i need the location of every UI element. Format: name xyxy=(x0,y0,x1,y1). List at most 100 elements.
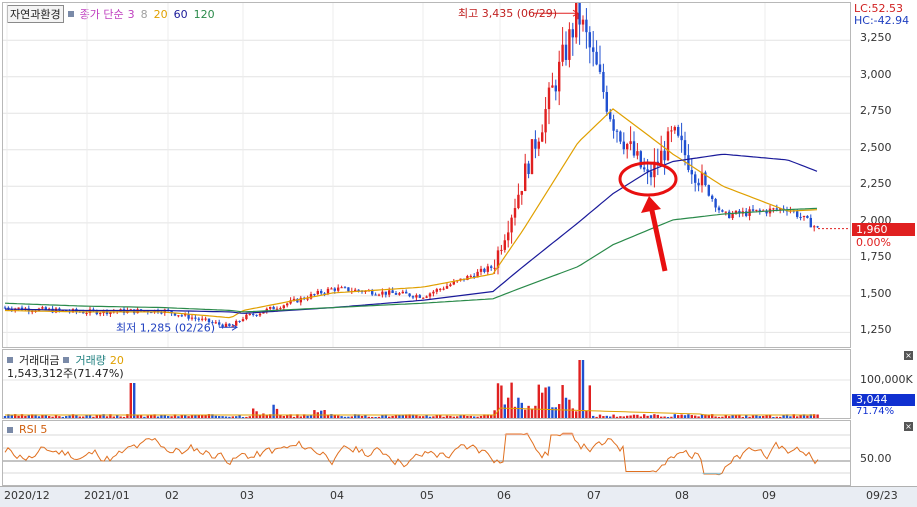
candle-body xyxy=(269,307,271,309)
candle-body xyxy=(701,172,703,185)
volume-bar xyxy=(480,416,482,418)
volume-bar xyxy=(473,416,475,418)
volume-bar xyxy=(660,417,662,418)
rsi-oversold-fill xyxy=(709,473,712,474)
candle-body xyxy=(565,45,567,60)
volume-bar xyxy=(24,416,26,418)
volume-bar xyxy=(527,406,529,418)
candle-body xyxy=(228,324,230,326)
candle-body xyxy=(402,292,404,293)
volume-panel[interactable]: 거래대금 거래량 20 1,543,312주(71.47%) xyxy=(2,349,851,419)
volume-bar xyxy=(119,416,121,418)
hc-label: HC:-42.94 xyxy=(854,14,909,27)
candle-body xyxy=(578,3,580,25)
x-axis-label: 09 xyxy=(762,489,776,502)
candle-body xyxy=(538,142,540,149)
candle-body xyxy=(432,292,434,294)
candle-body xyxy=(799,217,801,218)
rsi-overbought-fill xyxy=(565,433,568,435)
close-icon[interactable]: × xyxy=(904,351,913,360)
candle-body xyxy=(276,309,278,310)
volume-bar xyxy=(432,416,434,418)
volume-bar xyxy=(422,416,424,418)
volume-bar xyxy=(721,417,723,418)
price-tick: 1,500 xyxy=(860,287,892,300)
volume-bar xyxy=(796,416,798,418)
volume-bar xyxy=(670,417,672,418)
volume-bar xyxy=(177,416,179,418)
volume-bar xyxy=(242,417,244,418)
volume-bar xyxy=(636,415,638,418)
volume-bar xyxy=(75,415,77,418)
candle-body xyxy=(470,276,472,277)
candle-body xyxy=(344,287,346,288)
volume-bar xyxy=(133,383,135,418)
candle-body xyxy=(371,291,373,295)
candle-body xyxy=(544,109,546,132)
candle-body xyxy=(572,29,574,37)
volume-bar xyxy=(633,415,635,418)
volume-chart[interactable] xyxy=(3,350,850,418)
rsi-chart[interactable] xyxy=(3,421,850,485)
candle-body xyxy=(306,299,308,300)
price-tick: 2,500 xyxy=(860,141,892,154)
candle-body xyxy=(398,293,400,294)
candle-body xyxy=(623,142,625,150)
close-icon[interactable]: × xyxy=(904,422,913,431)
volume-bar xyxy=(150,415,152,418)
volume-bar xyxy=(687,414,689,418)
candle-body xyxy=(568,29,570,60)
volume-bar xyxy=(262,413,264,418)
candle-body xyxy=(340,287,342,288)
candle-body xyxy=(803,216,805,217)
volume-bar xyxy=(266,415,268,418)
volume-bar xyxy=(742,417,744,418)
volume-bar xyxy=(677,415,679,418)
volume-bar xyxy=(344,417,346,418)
volume-bar xyxy=(718,417,720,418)
candle-body xyxy=(772,208,774,209)
candle-body xyxy=(602,72,604,92)
volume-bar xyxy=(130,383,132,418)
candle-body xyxy=(425,297,427,298)
volume-bar xyxy=(160,415,162,418)
volume-bar xyxy=(517,398,519,418)
candle-body xyxy=(245,315,247,319)
candle-body xyxy=(487,266,489,272)
candle-body xyxy=(677,127,679,136)
volume-bar xyxy=(599,415,601,418)
x-axis-label: 06 xyxy=(497,489,511,502)
rsi-overbought-fill xyxy=(514,434,517,435)
volume-bar xyxy=(113,417,115,418)
volume-bar xyxy=(558,404,560,418)
candle-body xyxy=(721,210,723,212)
highlight-arrow-line xyxy=(651,206,665,271)
price-tick: 1,250 xyxy=(860,323,892,336)
price-chart[interactable]: 최고 3,435 (06/29)최저 1,285 (02/26) xyxy=(3,3,850,347)
candle-body xyxy=(684,140,686,155)
volume-bar xyxy=(310,415,312,418)
volume-bar xyxy=(551,407,553,418)
candle-body xyxy=(612,119,614,130)
volume-bar xyxy=(602,416,604,418)
rsi-oversold-fill xyxy=(718,473,721,475)
candle-body xyxy=(136,309,138,313)
candle-body xyxy=(272,307,274,309)
rsi-panel[interactable]: RSI 5 xyxy=(2,420,851,486)
candle-body xyxy=(249,314,251,315)
candle-body xyxy=(238,321,240,322)
volume-bar xyxy=(425,415,427,418)
x-axis-label: 03 xyxy=(240,489,254,502)
volume-bar xyxy=(398,415,400,418)
candle-body xyxy=(663,151,665,161)
candle-body xyxy=(388,290,390,294)
volume-bar xyxy=(4,416,6,418)
candle-body xyxy=(415,295,417,297)
volume-ma-line xyxy=(5,408,815,415)
volume-bar xyxy=(595,417,597,418)
candle-body xyxy=(439,289,441,290)
candle-body xyxy=(480,269,482,272)
candle-body xyxy=(667,131,669,160)
candle-body xyxy=(633,141,635,155)
